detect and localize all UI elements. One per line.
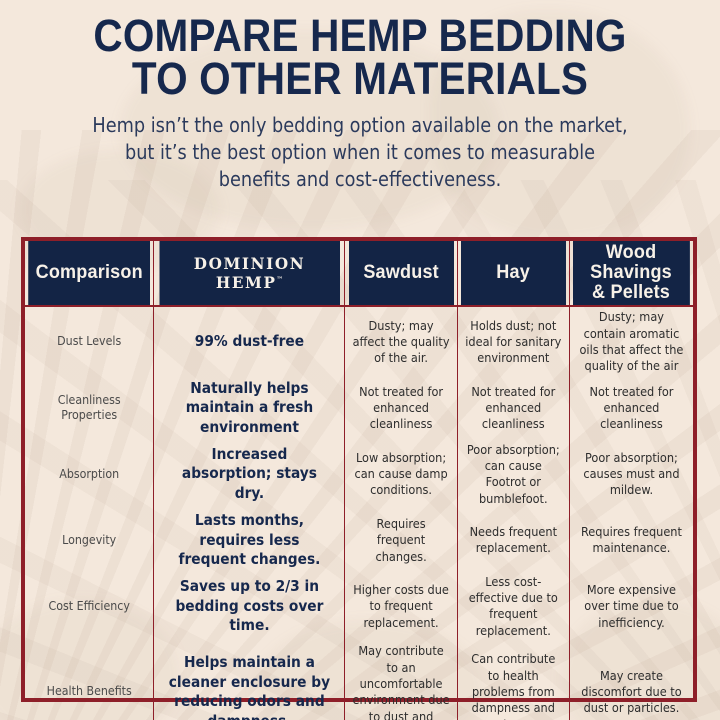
row-criterion-cleanliness-properties: Cleanliness Properties [25,376,155,440]
column-header-hay: Hay [459,241,568,308]
cell-hemp-health-benefits: Helps maintain a cleaner enclosure by re… [153,641,346,720]
column-header-comparison: Comparison [28,241,152,308]
page-title-line-2: to Other Materials [131,53,589,105]
cell-hay-absorption: Poor absorption; can cause Footrot or bu… [456,439,570,509]
column-header-wood-shavings: Wood Shavings & Pellets [572,241,690,308]
table-header-row: Comparison DOMINION HEMP™ Sawdust Hay Wo… [25,241,693,308]
cell-hay-cost-efficiency: Less cost-effective due to frequent repl… [456,571,570,642]
column-header-dominion-hemp: DOMINION HEMP™ [158,241,341,308]
cell-hay-health-benefits: Can contribute to health problems from d… [456,641,570,720]
cell-hay-longevity: Needs frequent replacement. [456,508,570,572]
cell-sawdust-absorption: Low absorption; can cause damp condition… [344,439,458,509]
page-title: Compare Hemp Bedding to Other Materials [58,10,663,105]
cell-wood-absorption: Poor absorption; causes must and mildew. [568,439,693,509]
cell-sawdust-cost-efficiency: Higher costs due to frequent replacement… [344,571,458,642]
cell-wood-longevity: Requires frequent maintenance. [568,508,693,572]
column-header-wood-line-2: & Pellets [592,282,671,304]
comparison-table: Comparison DOMINION HEMP™ Sawdust Hay Wo… [25,241,693,720]
page-subtitle: Hemp isn’t the only bedding option avail… [58,112,663,192]
cell-hemp-longevity: Lasts months, requires less frequent cha… [153,508,346,572]
cell-sawdust-longevity: Requires frequent changes. [344,508,458,572]
table-row: Dust Levels 99% dust-free Dusty; may aff… [25,306,693,377]
row-criterion-health-benefits: Health Benefits [25,641,155,720]
brand-logo-word: HEMP [215,273,277,293]
page-subtitle-line-2: but it’s the best option when it comes t… [124,140,596,165]
column-header-wood-line-1: Wood Shavings [590,242,673,284]
table-row: Longevity Lasts months, requires less fr… [25,508,693,572]
cell-sawdust-dust-levels: Dusty; may affect the quality of the air… [344,306,458,377]
cell-hay-dust-levels: Holds dust; not ideal for sanitary envir… [456,306,570,377]
table-row: Absorption Increased absorption; stays d… [25,439,693,509]
row-criterion-cost-efficiency: Cost Efficiency [25,571,155,642]
header-section: Compare Hemp Bedding to Other Materials … [0,0,720,192]
table-body: Dust Levels 99% dust-free Dusty; may aff… [25,306,693,720]
cell-wood-cleanliness-properties: Not treated for enhanced cleanliness [568,376,693,440]
cell-hay-cleanliness-properties: Not treated for enhanced cleanliness [456,376,570,440]
cell-sawdust-cleanliness-properties: Not treated for enhanced cleanliness [344,376,458,440]
cell-hemp-dust-levels: 99% dust-free [153,306,346,377]
row-criterion-dust-levels: Dust Levels [25,306,155,377]
cell-wood-cost-efficiency: More expensive over time due to ineffici… [568,571,693,642]
trademark-symbol: ™ [276,274,284,284]
comparison-table-frame: Comparison DOMINION HEMP™ Sawdust Hay Wo… [21,237,697,720]
table-row: Cost Efficiency Saves up to 2/3 in beddi… [25,571,693,642]
column-header-sawdust: Sawdust [347,241,455,308]
cell-hemp-absorption: Increased absorption; stays dry. [153,439,346,509]
page-subtitle-line-3: benefits and cost-effectiveness. [218,166,502,191]
page-subtitle-line-1: Hemp isn’t the only bedding option avail… [92,113,628,138]
cell-wood-dust-levels: Dusty; may contain aromatic oils that af… [568,306,693,377]
cell-hemp-cost-efficiency: Saves up to 2/3 in bedding costs over ti… [153,571,346,642]
brand-logo-line-2: HEMP™ [163,273,336,293]
row-criterion-longevity: Longevity [25,508,155,572]
page-title-line-1: Compare Hemp Bedding [93,10,627,61]
row-criterion-absorption: Absorption [25,439,155,509]
cell-hemp-cleanliness-properties: Naturally helps maintain a fresh environ… [153,376,346,440]
cell-wood-health-benefits: May create discomfort due to dust or par… [568,641,693,720]
brand-logo-line-1: DOMINION [193,253,306,273]
table-row: Cleanliness Properties Naturally helps m… [25,376,693,440]
table-header: Comparison DOMINION HEMP™ Sawdust Hay Wo… [25,241,693,308]
cell-sawdust-health-benefits: May contribute to an uncomfortable envir… [344,641,458,720]
table-row: Health Benefits Helps maintain a cleaner… [25,641,693,720]
